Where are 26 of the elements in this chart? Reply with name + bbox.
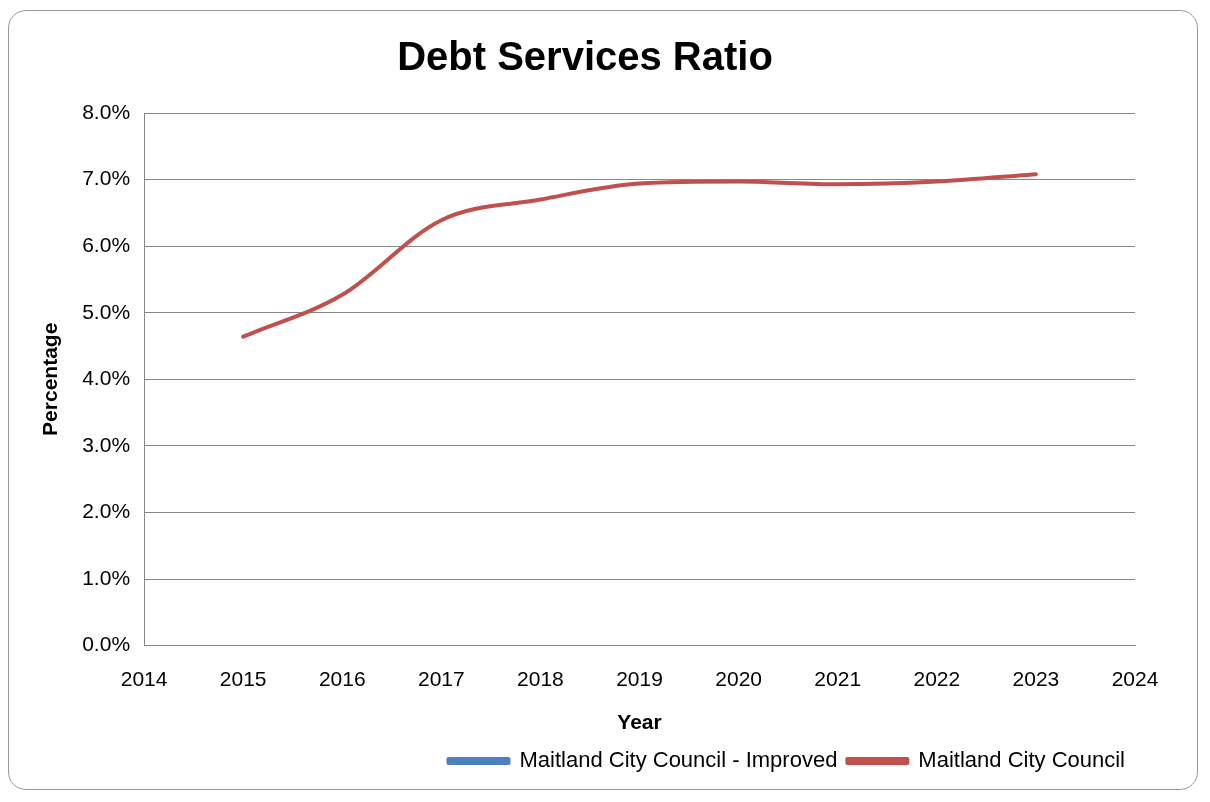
x-tick-label: 2015	[219, 667, 267, 690]
chart-title: Debt Services Ratio	[397, 34, 773, 79]
x-tick-label: 2016	[318, 667, 366, 690]
y-tick-label: 3.0%	[82, 432, 131, 456]
y-tick-label: 4.0%	[82, 366, 131, 390]
x-tick-label: 2023	[1012, 667, 1060, 690]
legend-label: Maitland City Council	[918, 747, 1125, 773]
y-tick-label: 1.0%	[82, 565, 131, 589]
line-series	[241, 172, 1038, 339]
x-tick-label: 2021	[814, 667, 862, 690]
x-tick-label: 2017	[417, 667, 465, 690]
legend-label: Maitland City Council - Improved	[519, 747, 838, 773]
x-tick-label: 2014	[120, 667, 168, 690]
x-tick-label: 2019	[616, 667, 663, 690]
y-tick-label: 2.0%	[82, 499, 131, 523]
y-tick-label: 5.0%	[82, 299, 131, 323]
x-tick-label: 2018	[517, 667, 564, 690]
y-tick-label: 7.0%	[82, 166, 131, 190]
x-tick-label: 2022	[913, 667, 961, 690]
y-tick-label: 6.0%	[82, 232, 131, 256]
x-tick-label: 2024	[1111, 667, 1159, 690]
x-tick-label: 2020	[715, 667, 762, 690]
x-axis-title: Year	[617, 710, 662, 734]
y-tick-label: 8.0%	[82, 99, 131, 123]
y-tick-label: 0.0%	[82, 632, 131, 656]
y-axis-title: Percentage	[38, 322, 62, 436]
